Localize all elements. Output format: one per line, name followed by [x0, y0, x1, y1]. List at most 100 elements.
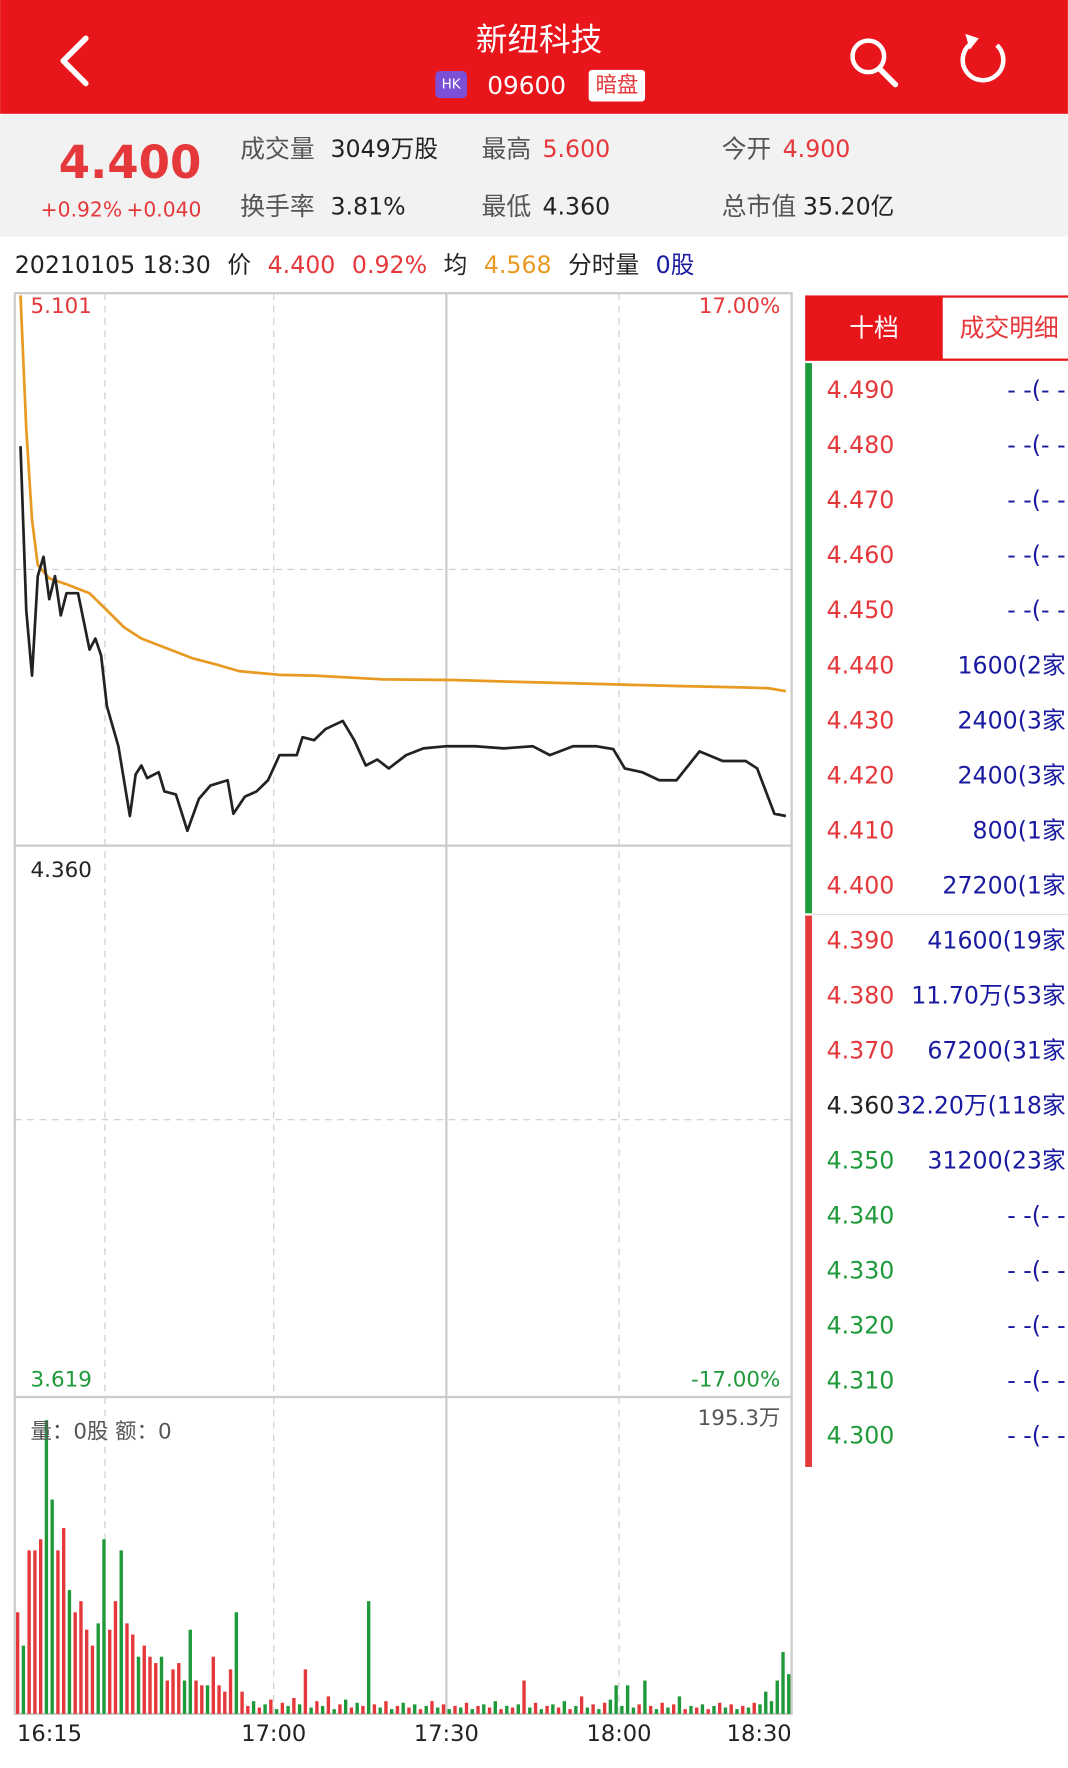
stock-title: 新纽科技	[476, 23, 602, 59]
stat-label: 换手率	[240, 192, 314, 221]
volume-bar	[764, 1691, 768, 1714]
tab-active[interactable]	[805, 295, 942, 361]
book-price: 4.440	[827, 651, 895, 679]
volume-bar	[459, 1707, 463, 1714]
book-amount: 41600(19家	[927, 926, 1065, 954]
volume-bar	[787, 1674, 791, 1714]
volume-bar	[90, 1645, 95, 1714]
volume-bar	[38, 1539, 43, 1714]
change-pct: +0.92%	[41, 198, 122, 222]
volume-bar	[401, 1702, 405, 1714]
tab-label[interactable]: 成交明细	[960, 314, 1059, 343]
volume-bar	[533, 1702, 538, 1714]
volume-bar	[407, 1707, 411, 1714]
info-bar: 20210105 18:30 价 4.400 0.92% 均 4.568 分时量…	[15, 251, 695, 279]
volume-bar	[125, 1623, 129, 1714]
stock-code: 09600	[487, 71, 566, 100]
book-price: 4.410	[827, 816, 895, 844]
book-amount: 2400(3家	[957, 706, 1065, 734]
volume-bar	[413, 1704, 417, 1714]
stat-value: 35.20亿	[803, 192, 894, 220]
volume-bar	[154, 1663, 158, 1714]
book-amount: - -(- -	[1007, 486, 1065, 514]
volume-bar	[378, 1707, 382, 1714]
volume-bar	[758, 1704, 762, 1714]
volume-bar	[384, 1701, 388, 1714]
volume-bar	[165, 1680, 169, 1714]
volume-bar	[608, 1699, 613, 1714]
volume-bar	[188, 1629, 192, 1714]
volume-bar	[309, 1707, 313, 1714]
volume-bar	[159, 1656, 164, 1714]
volume-bar	[251, 1701, 256, 1714]
market-label: HK	[442, 77, 462, 93]
info-label: 均	[444, 251, 468, 279]
book-price: 4.310	[827, 1367, 895, 1395]
book-amount: - -(- -	[1007, 376, 1065, 404]
stat-value: 4.900	[783, 135, 851, 163]
volume-bar	[741, 1705, 745, 1714]
volume-bar	[131, 1634, 135, 1714]
tab[interactable]	[940, 295, 1068, 361]
volume-bar	[499, 1709, 503, 1714]
volume-bar	[286, 1705, 290, 1714]
volume-bar	[148, 1656, 152, 1714]
stat-label: 最低	[482, 192, 532, 221]
book-amount: 27200(1家	[942, 871, 1065, 899]
stat-value: 3049万股	[330, 135, 438, 163]
volume-bar	[516, 1704, 520, 1714]
book-price: 4.360	[827, 1091, 895, 1119]
volume-bar	[671, 1704, 676, 1714]
y-tick-label: 5.101	[31, 294, 92, 319]
book-amount: - -(- -	[1007, 541, 1065, 569]
volume-bar	[781, 1651, 785, 1714]
stat-label: 成交量	[240, 134, 314, 163]
volume-bar	[597, 1709, 601, 1714]
volume-bar	[625, 1685, 630, 1714]
volume-bar	[21, 1645, 26, 1714]
volume-bar	[677, 1696, 682, 1714]
bid-side-bar	[805, 915, 812, 1467]
volume-bar	[349, 1707, 354, 1714]
volume-label: 量：0股 额：0	[31, 1419, 172, 1444]
volume-bar	[695, 1707, 699, 1714]
header-bar	[0, 0, 1068, 114]
volume-bar	[568, 1709, 572, 1714]
volume-bar	[102, 1539, 106, 1714]
volume-bar	[769, 1701, 774, 1714]
volume-bar	[441, 1704, 446, 1714]
volume-bar	[447, 1709, 451, 1714]
volume-tick-label: 195.3万	[698, 1406, 781, 1431]
volume-bar	[395, 1705, 400, 1714]
volume-bar	[528, 1707, 532, 1714]
info-value: 4.568	[484, 251, 552, 279]
volume-bar	[136, 1656, 141, 1714]
volume-bar	[505, 1705, 509, 1714]
volume-bar	[660, 1702, 664, 1714]
book-amount: - -(- -	[1007, 1202, 1065, 1230]
back-button[interactable]	[60, 35, 89, 87]
volume-bar	[67, 1590, 72, 1714]
volume-bar	[654, 1709, 659, 1714]
stat-label: 今开	[722, 134, 772, 163]
volume-bar	[712, 1705, 716, 1714]
book-price: 4.460	[827, 541, 895, 569]
y-tick-label: 4.360	[31, 858, 92, 883]
volume-bar	[551, 1704, 555, 1714]
price-line	[19, 446, 787, 833]
volume-bar	[683, 1709, 687, 1714]
volume-bar	[539, 1709, 544, 1714]
volume-bar	[689, 1705, 693, 1714]
volume-bar	[390, 1709, 394, 1714]
volume-bar	[96, 1623, 100, 1714]
volume-bar	[56, 1550, 60, 1714]
volume-bar	[366, 1601, 371, 1714]
volume-bar	[177, 1663, 181, 1714]
search-button[interactable]	[850, 38, 899, 88]
book-price: 4.420	[827, 761, 895, 789]
volume-bar	[637, 1704, 641, 1714]
refresh-button[interactable]	[960, 33, 1006, 83]
book-price: 4.480	[827, 431, 895, 459]
tab-label[interactable]: 十档	[849, 314, 899, 343]
